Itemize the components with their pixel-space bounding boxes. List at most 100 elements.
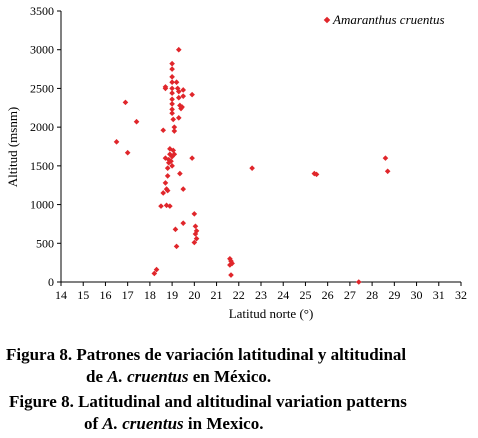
data-point: [180, 186, 187, 192]
data-point: [133, 118, 140, 125]
data-point: [313, 171, 320, 178]
data-point: [189, 91, 195, 98]
data-point: [382, 155, 389, 161]
caption-line-1: Figura 8. Patrones de variación latitudi…: [6, 345, 407, 364]
caption-line-3: Figure 8. Latitudinal and altitudinal va…: [9, 392, 407, 411]
data-point: [165, 156, 172, 163]
data-point: [169, 101, 175, 107]
data-point: [175, 115, 182, 121]
caption-line-2-species: A. cruentus: [107, 367, 189, 386]
x-tick-label: 15: [77, 288, 89, 302]
x-tick-label: 28: [366, 288, 378, 302]
caption-line-4-species: A. cruentus: [102, 414, 184, 433]
data-point: [189, 155, 195, 161]
data-point: [124, 149, 131, 156]
x-tick-label: 22: [233, 288, 245, 302]
legend: Amaranthus cruentus: [323, 12, 445, 27]
x-tick-label: 30: [411, 288, 423, 302]
data-point: [173, 243, 180, 250]
y-tick-label: 500: [36, 236, 54, 250]
data-point: [179, 104, 185, 110]
caption-line-4-post: in Mexico.: [183, 414, 264, 433]
data-point: [175, 46, 182, 53]
data-point: [165, 159, 172, 166]
data-point: [122, 99, 129, 106]
x-tick-label: 26: [322, 288, 334, 302]
y-tick-label: 2500: [30, 81, 54, 95]
y-tick-label: 3000: [30, 43, 54, 57]
data-point: [177, 170, 183, 177]
x-axis-title: Latitud norte (°): [229, 306, 314, 321]
x-tick-label: 20: [188, 288, 200, 302]
x-tick-label: 16: [99, 288, 111, 302]
x-tick-label: 23: [255, 288, 267, 302]
data-point: [193, 235, 200, 242]
data-point: [169, 60, 175, 67]
data-point: [163, 202, 170, 209]
data-point: [192, 231, 199, 237]
data-point: [164, 165, 171, 171]
data-point: [162, 85, 169, 92]
data-point: [113, 139, 120, 145]
x-tick-label: 24: [277, 288, 289, 302]
data-point: [191, 211, 198, 217]
data-point: [384, 168, 391, 175]
data-point: [168, 158, 174, 165]
data-point: [164, 173, 171, 179]
caption-line-2-post: en México.: [188, 367, 272, 386]
data-point: [180, 87, 187, 93]
legend-label: Amaranthus cruentus: [332, 12, 445, 27]
data-point: [192, 223, 199, 230]
caption-line-2: de A. cruentus en México.: [86, 366, 271, 387]
data-point: [151, 270, 158, 277]
x-tick-label: 27: [344, 288, 356, 302]
chart-axes: [60, 11, 461, 283]
x-tick-label: 25: [299, 288, 311, 302]
data-point: [249, 165, 255, 171]
data-point: [172, 226, 179, 233]
data-point: [169, 110, 175, 117]
data-point: [180, 93, 187, 99]
x-tick-label: 29: [388, 288, 400, 302]
data-point: [169, 66, 175, 72]
data-point: [160, 190, 167, 196]
data-point: [355, 279, 362, 285]
data-point: [193, 228, 200, 234]
x-tick-label: 17: [122, 288, 134, 302]
data-point: [171, 128, 178, 134]
data-points: [113, 46, 391, 285]
x-tick-label: 18: [144, 288, 156, 302]
data-point: [169, 74, 175, 80]
x-tick-label: 14: [55, 288, 67, 302]
data-point: [160, 127, 167, 134]
y-axis-ticks: 0 500 1000 1500 2000 2500 3000 3500: [30, 4, 61, 289]
data-point: [171, 151, 178, 158]
caption-line-2-pre: de: [86, 367, 108, 386]
x-tick-label: 32: [455, 288, 467, 302]
data-point: [191, 239, 198, 246]
data-point: [162, 180, 169, 186]
x-axis-ticks: 14 15 16 17 18 19 20 21 22 23 24 25 26 27 28 29 30 31 32: [55, 282, 467, 302]
legend-marker: [323, 16, 331, 24]
data-point: [170, 116, 177, 123]
data-point: [228, 272, 234, 278]
data-point: [158, 203, 164, 209]
data-point: [180, 220, 187, 226]
data-point: [169, 85, 175, 92]
data-point: [169, 90, 175, 96]
data-point: [169, 106, 175, 113]
y-axis-title: Altitud (msnm): [5, 107, 20, 188]
data-point: [169, 163, 175, 169]
x-tick-label: 31: [433, 288, 445, 302]
data-point: [173, 79, 180, 86]
y-tick-label: 2000: [30, 120, 54, 134]
x-tick-label: 21: [211, 288, 223, 302]
x-tick-label: 19: [166, 288, 178, 302]
data-point: [164, 187, 171, 194]
y-tick-label: 1500: [30, 159, 54, 173]
data-point: [171, 124, 178, 130]
caption-line-4-pre: of: [84, 414, 103, 433]
data-point: [227, 255, 233, 262]
data-point: [153, 266, 160, 273]
